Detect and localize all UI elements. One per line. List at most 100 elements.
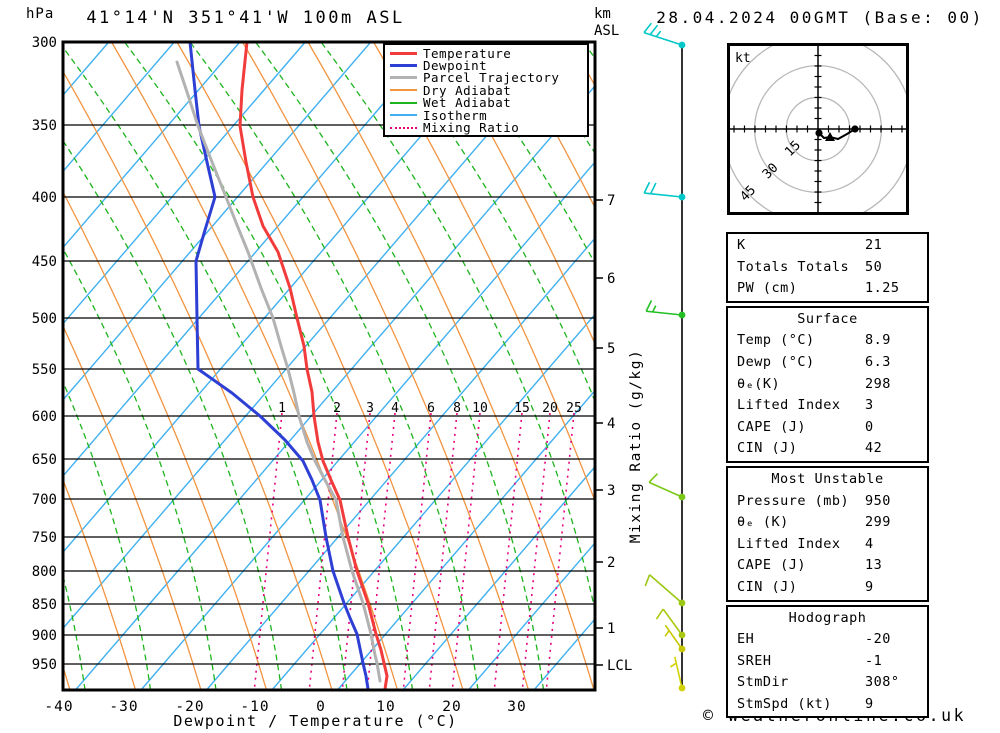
stats-row-label: Totals Totals xyxy=(737,258,850,275)
pressure-tick-label: 950 xyxy=(32,657,57,673)
station-title: 41°14'N 351°41'W 100m ASL xyxy=(86,8,405,28)
hodograph-unit-label: kt xyxy=(735,51,751,66)
isotherm-line xyxy=(63,42,437,478)
stats-row: EH -20 xyxy=(728,629,927,651)
hodograph-trace xyxy=(818,128,856,141)
temp-tick-label: -40 xyxy=(44,699,73,715)
dry-adiabat-line xyxy=(63,70,333,690)
isotherm-line xyxy=(467,541,595,690)
legend-item-label: Temperature xyxy=(423,45,512,61)
dry-adiabat-line xyxy=(372,42,595,503)
stats-panel: K 21 Totals Totals 50 PW (cm) 1.25 Surface Temp… xyxy=(726,232,929,721)
temperature-axis-title: Dewpoint / Temperature (°C) xyxy=(173,712,458,730)
stats-row-value: 3 xyxy=(865,397,874,414)
pressure-tick-label: 650 xyxy=(32,452,57,468)
mixing-ratio-line xyxy=(341,412,371,690)
stats-row-value: 9 xyxy=(865,695,874,712)
stats-row-label: Lifted Index xyxy=(737,397,841,414)
stats-row: θₑ(K) 298 xyxy=(728,374,927,396)
wet-adiabat-line xyxy=(63,380,152,690)
dry-adiabat-line xyxy=(110,42,399,690)
legend-line-sample xyxy=(390,101,417,104)
mixing-ratio-label: 25 xyxy=(566,401,582,416)
legend-item-label: Wet Adiabat xyxy=(423,95,512,111)
stats-row: CAPE (J) 13 xyxy=(728,555,927,577)
mixing-ratio-line xyxy=(521,412,551,690)
pressure-tick-label: 400 xyxy=(32,190,57,206)
temp-tick-label: -20 xyxy=(175,699,204,715)
stats-box: Surface Temp (°C) 8.9 Dewp (°C) 6.3 θₑ(K) 298 L… xyxy=(726,305,929,463)
wind-barb xyxy=(644,574,686,607)
stats-row-label: PW (cm) xyxy=(737,280,798,297)
plot-background xyxy=(63,42,595,690)
hodograph-storm-marker xyxy=(825,132,835,141)
wind-barb xyxy=(645,300,686,319)
stats-row-label: K xyxy=(737,237,746,253)
stats-row-value: 308° xyxy=(865,674,900,691)
pressure-tick-label: 550 xyxy=(32,362,57,378)
stats-row-value: 9 xyxy=(865,578,874,595)
stats-row-label: CAPE (J) xyxy=(737,557,807,574)
stats-row-label: StmDir xyxy=(737,674,789,691)
wind-barb xyxy=(643,22,686,49)
stats-row-label: Temp (°C) xyxy=(737,332,815,349)
stats-row: K 21 xyxy=(728,235,927,257)
wind-barb-dot xyxy=(678,41,686,49)
stats-row: CAPE (J) 0 xyxy=(728,417,927,439)
stats-box: K 21 Totals Totals 50 PW (cm) 1.25 xyxy=(726,232,929,303)
temp-tick-label: -10 xyxy=(240,699,269,715)
stats-row-label: θₑ (K) xyxy=(737,514,789,531)
wind-barb xyxy=(669,656,686,692)
stats-row: Temp (°C) 8.9 xyxy=(728,330,927,352)
mixing-ratio-label: 3 xyxy=(366,401,374,416)
stats-row: SREH -1 xyxy=(728,651,927,673)
legend-item: Dry Adiabat xyxy=(385,82,587,98)
mixing-ratio-label: 20 xyxy=(542,401,558,416)
mixing-ratio-line xyxy=(493,412,523,690)
legend: Temperature Dewpoint Parcel Trajectory Dry … xyxy=(383,43,589,137)
mixing-ratio-line xyxy=(402,412,432,690)
legend-item-label: Parcel Trajectory xyxy=(423,70,560,86)
legend-item-label: Dry Adiabat xyxy=(423,82,512,98)
stats-row-label: Dewp (°C) xyxy=(737,353,815,370)
legend-line-sample xyxy=(390,114,417,117)
pressure-tick-label: 450 xyxy=(32,254,57,270)
wet-adiabat-line xyxy=(63,573,86,690)
legend-line-sample xyxy=(390,126,417,129)
stats-row: Lifted Index 4 xyxy=(728,534,927,556)
pressure-tick-label: 850 xyxy=(32,597,57,613)
legend-line-sample xyxy=(390,76,417,80)
stats-row-value: 6.3 xyxy=(865,353,891,370)
temp-tick-label: -30 xyxy=(109,699,138,715)
stats-row-label: Lifted Index xyxy=(737,535,841,552)
legend-item: Isotherm xyxy=(385,108,587,123)
dry-adiabat-line xyxy=(307,42,595,690)
stats-row: Lifted Index 3 xyxy=(728,395,927,417)
isotherm-line xyxy=(205,237,595,690)
stats-row-label: CIN (J) xyxy=(737,578,798,595)
wind-barb-dot xyxy=(678,684,686,692)
temp-tick-label: 30 xyxy=(507,699,526,715)
stats-row-value: 13 xyxy=(865,557,883,574)
stats-row-value: 8.9 xyxy=(865,332,891,349)
pressure-tick-label: 900 xyxy=(32,628,57,644)
mixing-ratio-label: 1 xyxy=(278,401,286,416)
stats-row-label: Pressure (mb) xyxy=(737,492,850,509)
wind-barb xyxy=(648,473,686,501)
km-tick-label: LCL xyxy=(607,658,632,674)
isotherm-line xyxy=(140,161,595,690)
run-date-header: 28.04.2024 00GMT (Base: 00) xyxy=(656,8,984,27)
stats-row-value: -20 xyxy=(865,631,891,648)
stats-row-label: SREH xyxy=(737,652,772,669)
mixing-ratio-line xyxy=(451,412,481,690)
stats-row-label: θₑ(K) xyxy=(737,375,781,392)
legend-item: Parcel Trajectory xyxy=(385,70,587,86)
stats-row-value: 21 xyxy=(865,237,883,253)
legend-line-sample xyxy=(390,89,417,92)
hodograph-trace-dot xyxy=(815,129,823,137)
wind-barb xyxy=(655,608,686,639)
mixing-ratio-line xyxy=(308,412,338,690)
legend-line-sample xyxy=(390,64,417,68)
isotherm-line xyxy=(63,42,306,325)
isotherm-line xyxy=(63,42,372,401)
